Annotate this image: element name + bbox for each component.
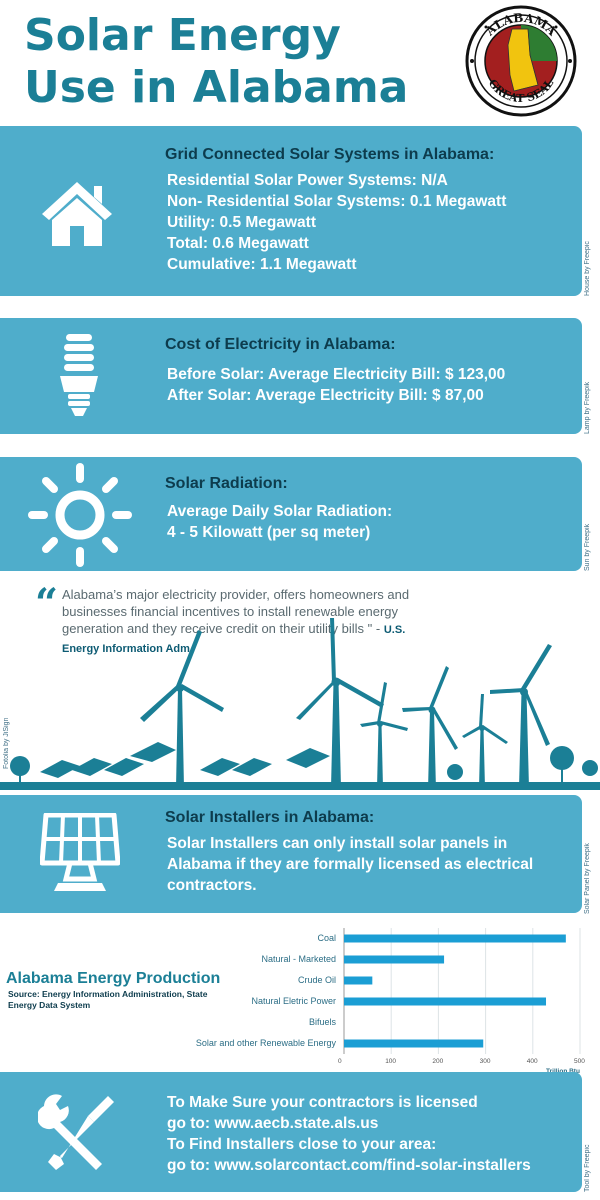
lamp-icon [60, 334, 98, 416]
solar-panel [40, 760, 80, 778]
tick-label: 400 [526, 1058, 538, 1065]
grid-line: Cumulative: 1.1 Megawatt [167, 256, 357, 273]
solar-panel [130, 742, 176, 762]
bar [344, 1039, 484, 1048]
wind-turbine [462, 694, 508, 788]
house-icon [42, 182, 112, 246]
solar-panel [200, 758, 240, 776]
bar [344, 934, 566, 943]
wind-farm-illustration [0, 618, 600, 790]
quote-source: U.S. Energy Information Adm. [62, 624, 406, 655]
x-axis-label: Trillion Btu [546, 1068, 580, 1075]
grid-lines: Residential Solar Power Systems: N/A Non… [167, 170, 506, 275]
grid-card: Grid Connected Solar Systems in Alabama:… [0, 126, 582, 296]
chart-svg [343, 928, 581, 1054]
quote-mark: “ [35, 580, 59, 627]
bar [344, 976, 373, 985]
footer-link-solarcontact[interactable]: go to: www.solarcontact.com/find-solar-i… [167, 1157, 531, 1174]
credit-sun: Sun by Freepik [584, 523, 591, 571]
solar-panel [72, 758, 112, 776]
credit-tool: Tool by Freepic [584, 1144, 591, 1192]
footer-line: To Find Installers close to your area: [167, 1136, 437, 1153]
credit-solar-panel: Solar Panel by Freepik [584, 843, 591, 914]
tree [447, 764, 463, 780]
wind-turbine [360, 682, 408, 788]
tree [550, 746, 574, 770]
credit-lamp: Lamp by Freepik [584, 381, 591, 434]
grid-line: Total: 0.6 Megawatt [167, 235, 309, 252]
tick-label: 300 [479, 1058, 491, 1065]
alabama-seal: ALABAMA GREAT SEAL [465, 5, 577, 117]
radiation-heading: Solar Radiation: [165, 475, 288, 492]
wind-turbine [490, 644, 552, 788]
category-label: Solar and other Renewable Energy [195, 1037, 336, 1048]
footer-card: To Make Sure your contractors is license… [0, 1072, 582, 1192]
cost-heading: Cost of Electricity in Alabama: [165, 336, 396, 353]
grid-line: Residential Solar Power Systems: N/A [167, 172, 448, 189]
category-label: Coal [317, 932, 336, 943]
tick-label: 200 [432, 1058, 444, 1065]
cost-lines: Before Solar: Average Electricity Bill: … [167, 364, 505, 406]
credit-house: House by Freepic [584, 241, 591, 296]
wind-turbine [296, 618, 384, 788]
radiation-line: 4 - 5 Kilowatt (per sq meter) [167, 524, 371, 541]
category-label: Natural Eletric Power [251, 995, 336, 1006]
radiation-line: Average Daily Solar Radiation: [167, 503, 393, 520]
solar-panel [286, 748, 330, 768]
category-label: Natural - Marketed [261, 953, 336, 964]
installers-card: Solar Installers in Alabama: Solar Insta… [0, 795, 582, 913]
grid-line: Utility: 0.5 Megawatt [167, 214, 316, 231]
radiation-card: Solar Radiation: Average Daily Solar Rad… [0, 457, 582, 571]
cost-line: After Solar: Average Electricity Bill: $… [167, 387, 484, 404]
category-label: Bifuels [308, 1016, 336, 1027]
tools-icon [38, 1094, 114, 1170]
credit-fotolia: Fotolia by JiSign [3, 717, 10, 769]
footer-line: To Make Sure your contractors is license… [167, 1094, 478, 1111]
solar-panel-icon [40, 813, 120, 891]
quote-block: Alabama’s major electricity provider, of… [62, 586, 442, 658]
grid-heading: Grid Connected Solar Systems in Alabama: [165, 146, 495, 163]
footer-lines: To Make Sure your contractors is license… [167, 1092, 531, 1176]
sun-icon [28, 463, 132, 567]
cost-card: Cost of Electricity in Alabama: Before S… [0, 318, 582, 434]
tick-label: 500 [574, 1058, 585, 1065]
chart-title: Alabama Energy Production [6, 970, 221, 987]
wind-turbine [140, 630, 224, 788]
radiation-lines: Average Daily Solar Radiation: 4 - 5 Kil… [167, 501, 392, 543]
bar [344, 997, 547, 1006]
solar-panel [232, 758, 272, 776]
solar-panel [104, 758, 144, 776]
cost-line: Before Solar: Average Electricity Bill: … [167, 366, 506, 383]
chart-source: Source: Energy Information Administratio… [8, 989, 208, 1010]
category-label: Crude Oil [297, 974, 336, 985]
installers-heading: Solar Installers in Alabama: [165, 809, 375, 826]
footer-link-aecb[interactable]: go to: www.aecb.state.als.us [167, 1115, 379, 1132]
quote-text: Alabama’s major electricity provider, of… [62, 587, 410, 636]
energy-production-chart: 0 100 200 300 400 500 Coal Natural - Marketed Cr… [0, 920, 600, 1075]
tick-label: 100 [385, 1058, 397, 1065]
grid-line: Non- Residential Solar Systems: 0.1 Mega… [167, 193, 507, 210]
tick-label: 0 [338, 1058, 342, 1065]
tree [582, 760, 598, 776]
page-title: Solar Energy Use in Alabama [24, 10, 409, 113]
bar [344, 955, 445, 964]
wind-turbine [402, 666, 458, 790]
installers-text: Solar Installers can only install solar … [167, 835, 534, 894]
